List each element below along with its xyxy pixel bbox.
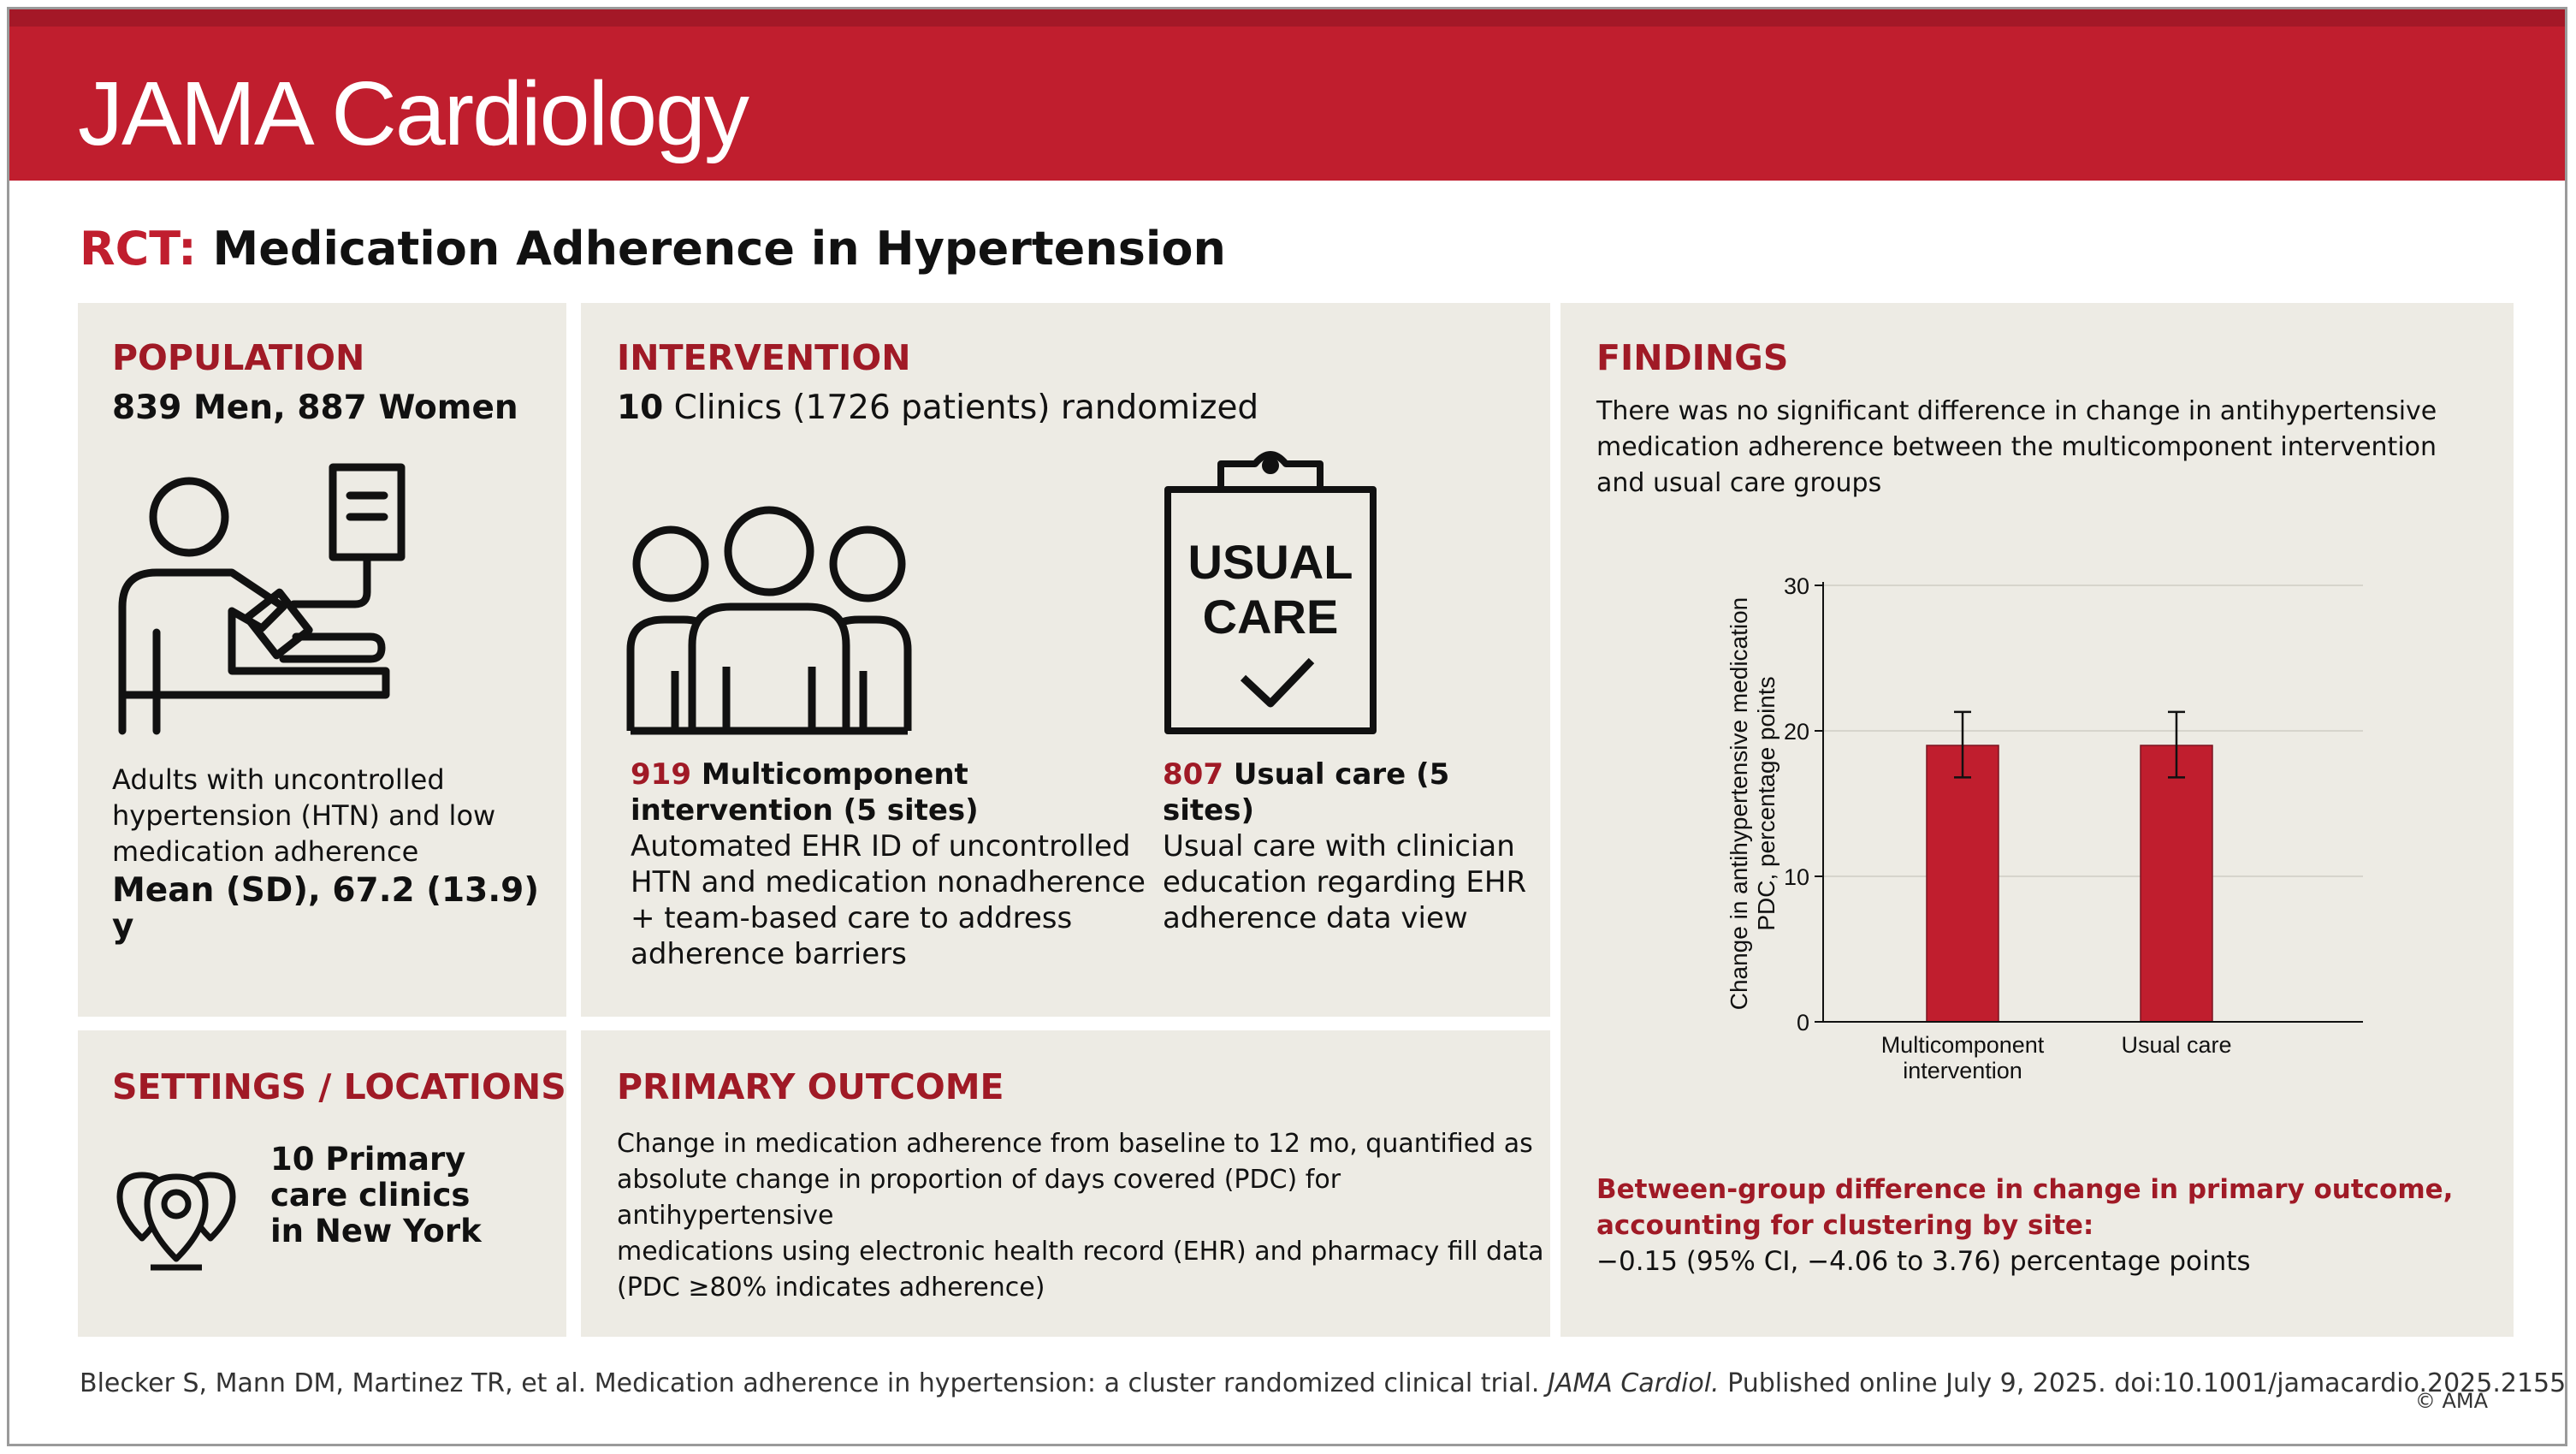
citation-text-end: Published online July 9, 2025. doi:10.10… <box>1719 1368 2567 1398</box>
findings-panel: FINDINGS There was no significant differ… <box>1560 303 2514 1337</box>
primary-outcome-panel: PRIMARY OUTCOME Change in medication adh… <box>581 1030 1550 1337</box>
population-desc-line: medication adherence <box>112 835 419 868</box>
copyright: © AMA <box>2414 1389 2488 1413</box>
multicomponent-count: 919 <box>631 757 691 792</box>
usual-care-count: 807 <box>1163 757 1223 792</box>
settings-panel: SETTINGS / LOCATIONS 10 Primary care cli… <box>78 1030 566 1337</box>
settings-line: in New York <box>270 1213 482 1249</box>
settings-description: 10 Primary care clinics in New York <box>270 1142 482 1249</box>
x-category-label: Usual care <box>2121 1032 2231 1058</box>
settings-heading: SETTINGS / LOCATIONS <box>112 1066 566 1107</box>
x-category-label: intervention <box>1903 1058 2022 1083</box>
population-desc-line: hypertension (HTN) and low <box>112 799 496 832</box>
intervention-summary: 10 Clinics (1726 patients) randomized <box>617 390 1258 426</box>
infographic-frame: JAMA Cardiology RCT: Medication Adherenc… <box>7 7 2567 1446</box>
citation-text: Blecker S, Mann DM, Martinez TR, et al. … <box>80 1368 1549 1398</box>
outcome-line: absolute change in proportion of days co… <box>617 1165 1341 1231</box>
findings-line: and usual care groups <box>1596 468 1882 498</box>
multicomponent-desc-line: + team-based care to address <box>631 901 1073 935</box>
primary-outcome-heading: PRIMARY OUTCOME <box>617 1066 1004 1107</box>
intervention-panel: INTERVENTION 10 Clinics (1726 patients) … <box>581 303 1550 1017</box>
outcome-line: medications using electronic health reco… <box>617 1237 1544 1267</box>
diff-heading-line: accounting for clustering by site: <box>1596 1210 2094 1241</box>
patient-blood-pressure-icon <box>118 463 406 735</box>
x-category-label: Multicomponent <box>1881 1032 2045 1058</box>
y-tick-label: 20 <box>1784 719 1809 745</box>
y-tick-label: 10 <box>1784 864 1809 890</box>
y-axis-label: PDC, percentage points <box>1753 676 1780 930</box>
outcome-line: (PDC ≥80% indicates adherence) <box>617 1273 1045 1303</box>
bar <box>2140 745 2213 1023</box>
y-axis-label: Change in antihypertensive medication <box>1726 597 1752 1011</box>
outcome-line: Change in medication adherence from base… <box>617 1129 1533 1159</box>
multicomponent-title: Multicomponent <box>690 757 968 792</box>
clinic-count: 10 <box>617 389 664 427</box>
intervention-heading: INTERVENTION <box>617 337 911 378</box>
clipboard-text-usual: USUAL <box>1188 535 1353 589</box>
diff-heading-line: Between-group difference in change in pr… <box>1596 1174 2454 1205</box>
y-tick-label: 0 <box>1797 1010 1809 1036</box>
multicomponent-title-line2: intervention (5 sites) <box>631 793 979 828</box>
population-description: Adults with uncontrolled hypertension (H… <box>112 762 495 869</box>
location-pins-icon <box>116 1172 236 1271</box>
diff-value: −0.15 (95% CI, −4.06 to 3.76) percentage… <box>1596 1246 2251 1277</box>
multicomponent-intervention: 919 Multicomponent intervention (5 sites… <box>631 757 1146 972</box>
population-counts: 839 Men, 887 Women <box>112 389 518 427</box>
clinic-summary-text: Clinics (1726 patients) randomized <box>663 389 1259 427</box>
y-tick-label: 30 <box>1784 573 1809 599</box>
settings-line: 10 Primary <box>270 1141 466 1178</box>
clipboard-usual-care-icon: USUAL CARE <box>1164 451 1377 734</box>
findings-line: medication adherence between the multico… <box>1596 432 2437 462</box>
usual-care-title: Usual care (5 sites) <box>1163 757 1450 828</box>
population-panel: POPULATION 839 Men, 887 Women Adults wit… <box>78 303 566 1017</box>
population-heading: POPULATION <box>112 337 365 378</box>
multicomponent-desc-line: adherence barriers <box>631 937 907 971</box>
between-group-difference: Between-group difference in change in pr… <box>1596 1172 2453 1279</box>
journal-header: JAMA Cardiology <box>9 9 2565 181</box>
population-desc-line: Adults with uncontrolled <box>112 763 445 796</box>
usual-care-desc-line: adherence data view <box>1163 901 1468 935</box>
citation-journal: JAMA Cardiol. <box>1548 1368 1720 1398</box>
settings-line: care clinics <box>270 1177 471 1214</box>
findings-line: There was no significant difference in c… <box>1596 396 2437 426</box>
usual-care-group: 807 Usual care (5 sites) Usual care with… <box>1163 757 1550 936</box>
bar <box>1926 745 1999 1023</box>
study-title: Medication Adherence in Hypertension <box>212 222 1226 276</box>
usual-care-desc-line: education regarding EHR <box>1163 865 1527 899</box>
population-age: Mean (SD), 67.2 (13.9) y <box>112 871 540 946</box>
team-people-icon <box>626 506 912 735</box>
page-title: RCT: Medication Adherence in Hypertensio… <box>80 222 1226 276</box>
study-type-label: RCT: <box>80 222 197 276</box>
multicomponent-desc-line: Automated EHR ID of uncontrolled <box>631 829 1131 863</box>
clipboard-text-care: CARE <box>1203 590 1339 644</box>
findings-heading: FINDINGS <box>1596 337 1789 378</box>
citation: Blecker S, Mann DM, Martinez TR, et al. … <box>80 1368 2566 1398</box>
usual-care-desc-line: Usual care with clinician <box>1163 829 1515 863</box>
journal-title: JAMA Cardiology <box>78 63 749 164</box>
findings-summary: There was no significant difference in c… <box>1596 394 2437 501</box>
primary-outcome-description: Change in medication adherence from base… <box>617 1126 1550 1306</box>
multicomponent-desc-line: HTN and medication nonadherence <box>631 865 1146 899</box>
